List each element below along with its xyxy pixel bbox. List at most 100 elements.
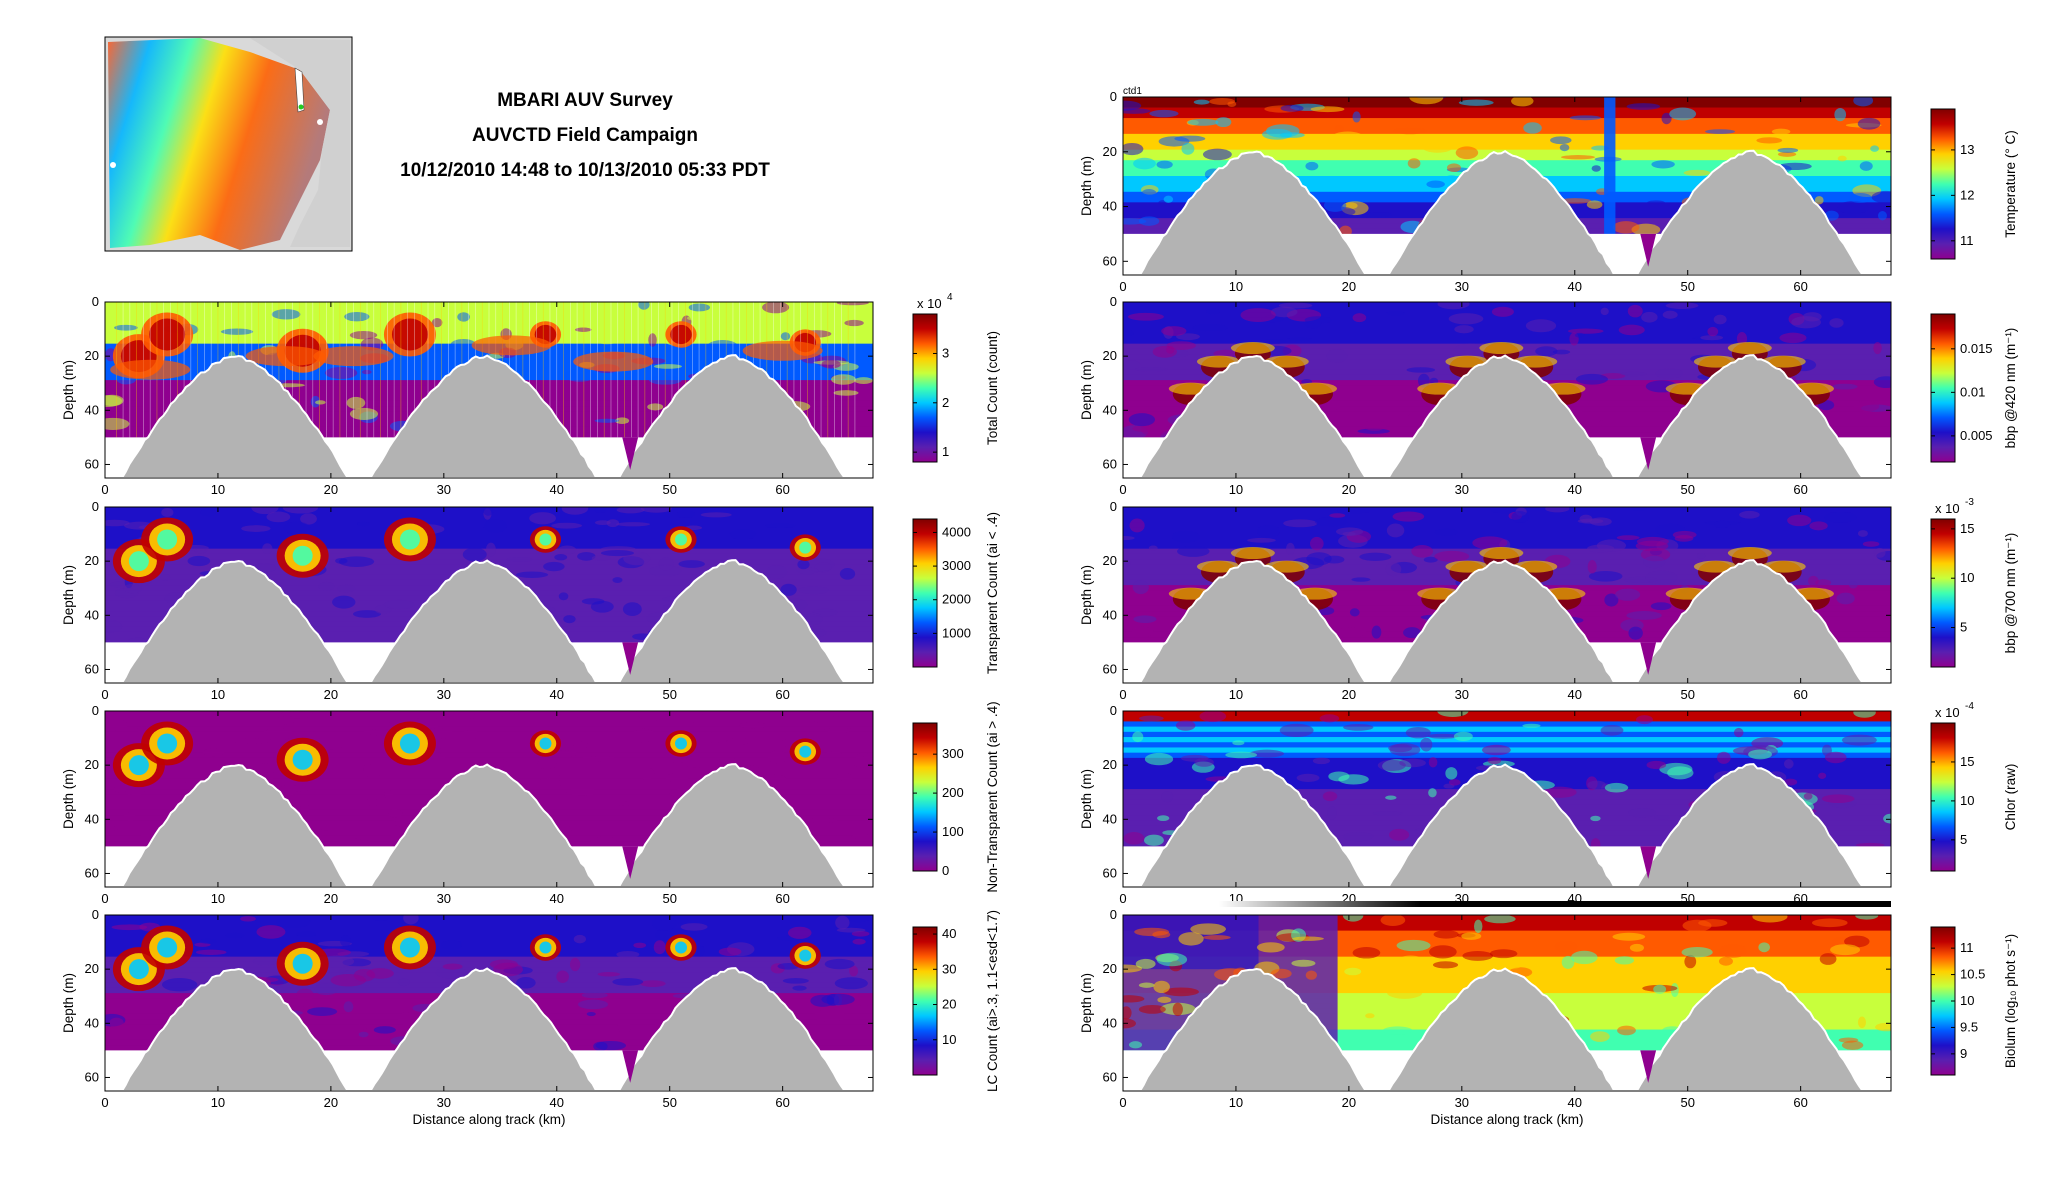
x-tick-label: 30 — [1455, 482, 1469, 497]
x-tick-label: 0 — [101, 687, 108, 702]
colorbar-tick-label: 10 — [1960, 793, 1974, 808]
colorbar-label: Biolum (log₁₀ phot s⁻¹) — [2003, 934, 2018, 1068]
colorbar-exponent-power: -3 — [1965, 497, 1974, 508]
seafloor-hill — [1138, 763, 1368, 887]
x-tick-label: 0 — [101, 482, 108, 497]
y-axis-label: Depth (m) — [61, 769, 76, 829]
x-tick-label: 30 — [437, 1095, 451, 1110]
seafloor-hill — [617, 967, 846, 1091]
x-tick-label: 40 — [1568, 687, 1582, 702]
colorbar-exponent: x 10 — [1935, 501, 1960, 516]
seafloor-hill — [1635, 559, 1864, 683]
x-tick-label: 40 — [1568, 482, 1582, 497]
y-ticks: 0 20 40 60 — [1103, 907, 1891, 1084]
colorbar: 5 10 15 x 10 -4 Chlor (raw) — [1930, 701, 2018, 872]
y-tick-label: 0 — [1110, 703, 1117, 718]
seafloor-hill — [1138, 150, 1367, 275]
x-ticks: 0 10 20 30 40 50 60 — [101, 915, 790, 1110]
plot-area — [1123, 915, 1891, 1091]
seafloor-hill — [369, 967, 598, 1091]
y-ticks: 0 20 40 60 — [1103, 89, 1891, 268]
seafloor-hill — [1387, 354, 1616, 478]
y-ticks: 0 20 40 60 — [85, 907, 873, 1084]
colorbar-tick-label: 0 — [942, 863, 949, 878]
x-ticks: 0 10 20 30 40 50 60 — [1119, 915, 1808, 1110]
y-ticks: 0 20 40 60 — [85, 499, 873, 676]
x-axis-label: Distance along track (km) — [412, 1112, 565, 1127]
colorbar-tick-label: 11 — [1960, 940, 1974, 955]
y-tick-label: 20 — [85, 553, 99, 568]
x-tick-label: 20 — [1342, 1095, 1356, 1110]
y-tick-label: 60 — [1103, 865, 1117, 880]
plot-area — [105, 507, 873, 683]
plot-area — [1123, 507, 1891, 683]
colorbar-label: Non-Transparent Count (ai > .4) — [985, 701, 1000, 892]
x-tick-label: 10 — [211, 891, 225, 906]
y-axis-label: Depth (m) — [1079, 156, 1094, 216]
x-tick-label: 10 — [211, 1095, 225, 1110]
title-line-3: 10/12/2010 14:48 to 10/13/2010 05:33 PDT — [400, 160, 770, 181]
x-tick-label: 0 — [1119, 482, 1126, 497]
y-tick-label: 0 — [1110, 89, 1117, 104]
x-tick-label: 50 — [1680, 279, 1694, 294]
seafloor-hill — [1387, 559, 1616, 683]
title-line-2: AUVCTD Field Campaign — [472, 125, 698, 146]
x-tick-label: 60 — [1793, 279, 1807, 294]
seafloor-hill — [1635, 354, 1864, 478]
y-tick-label: 60 — [1103, 456, 1117, 471]
colorbar-tick-label: 40 — [942, 926, 956, 941]
y-tick-label: 20 — [1103, 757, 1117, 772]
colorbar-label: bbp @420 nm (m⁻¹) — [2003, 328, 2018, 449]
seafloor-hill — [617, 559, 846, 683]
colorbar: 10 20 30 40 LC Count (ai>.3, 1.1<esd<1.7) — [912, 910, 1000, 1092]
colorbar-tick-label: 30 — [942, 961, 956, 976]
x-tick-label: 20 — [1342, 279, 1356, 294]
colorbar-label: Temperature (° C) — [2003, 130, 2018, 237]
x-tick-label: 60 — [775, 891, 789, 906]
seafloor-hill — [1387, 967, 1616, 1091]
plot-area — [1123, 711, 1891, 887]
colorbar-tick-label: 10 — [1960, 570, 1974, 585]
y-axis-label: Depth (m) — [61, 565, 76, 625]
colorbar-tick-label: 2 — [942, 395, 949, 410]
y-ticks: 0 20 40 60 — [85, 294, 873, 471]
y-axis-label: Depth (m) — [61, 360, 76, 420]
seafloor-hill — [120, 559, 350, 683]
time-strip — [1219, 901, 1891, 907]
x-tick-label: 30 — [1455, 1095, 1469, 1110]
seafloor-hill — [1635, 967, 1864, 1091]
seafloor-hill — [120, 354, 350, 478]
x-tick-label: 60 — [1793, 482, 1807, 497]
y-tick-label: 40 — [1103, 607, 1117, 622]
x-tick-label: 60 — [775, 482, 789, 497]
y-axis-label: Depth (m) — [1079, 565, 1094, 625]
y-tick-label: 40 — [1103, 199, 1117, 214]
y-axis-label: Depth (m) — [61, 973, 76, 1033]
x-tick-label: 0 — [1119, 891, 1126, 906]
inset-map — [104, 36, 353, 252]
x-tick-label: 20 — [324, 1095, 338, 1110]
colorbar-tick-label: 1 — [942, 444, 949, 459]
x-tick-label: 60 — [775, 687, 789, 702]
plot-area — [105, 915, 873, 1091]
y-tick-label: 0 — [92, 703, 99, 718]
colorbar-tick-label: 200 — [942, 785, 964, 800]
colorbar-tick-label: 2000 — [942, 592, 971, 607]
x-tick-label: 20 — [1342, 482, 1356, 497]
y-tick-label: 60 — [85, 1069, 99, 1084]
colorbar-tick-label: 0.005 — [1960, 428, 1993, 443]
colorbar-label: Chlor (raw) — [2003, 764, 2018, 831]
colorbar: 9 9.5 10 10.5 11 Biolum (log₁₀ phot s⁻¹) — [1930, 926, 2018, 1076]
colorbar-tick-label: 5 — [1960, 832, 1967, 847]
y-tick-label: 0 — [1110, 907, 1117, 922]
x-tick-label: 20 — [1342, 687, 1356, 702]
plot-area — [1123, 97, 1891, 275]
seafloor-hill — [1387, 149, 1616, 275]
x-tick-label: 40 — [550, 1095, 564, 1110]
title-line-1: MBARI AUV Survey — [497, 90, 673, 111]
panel-annotation: ctd1 — [1123, 86, 1142, 97]
